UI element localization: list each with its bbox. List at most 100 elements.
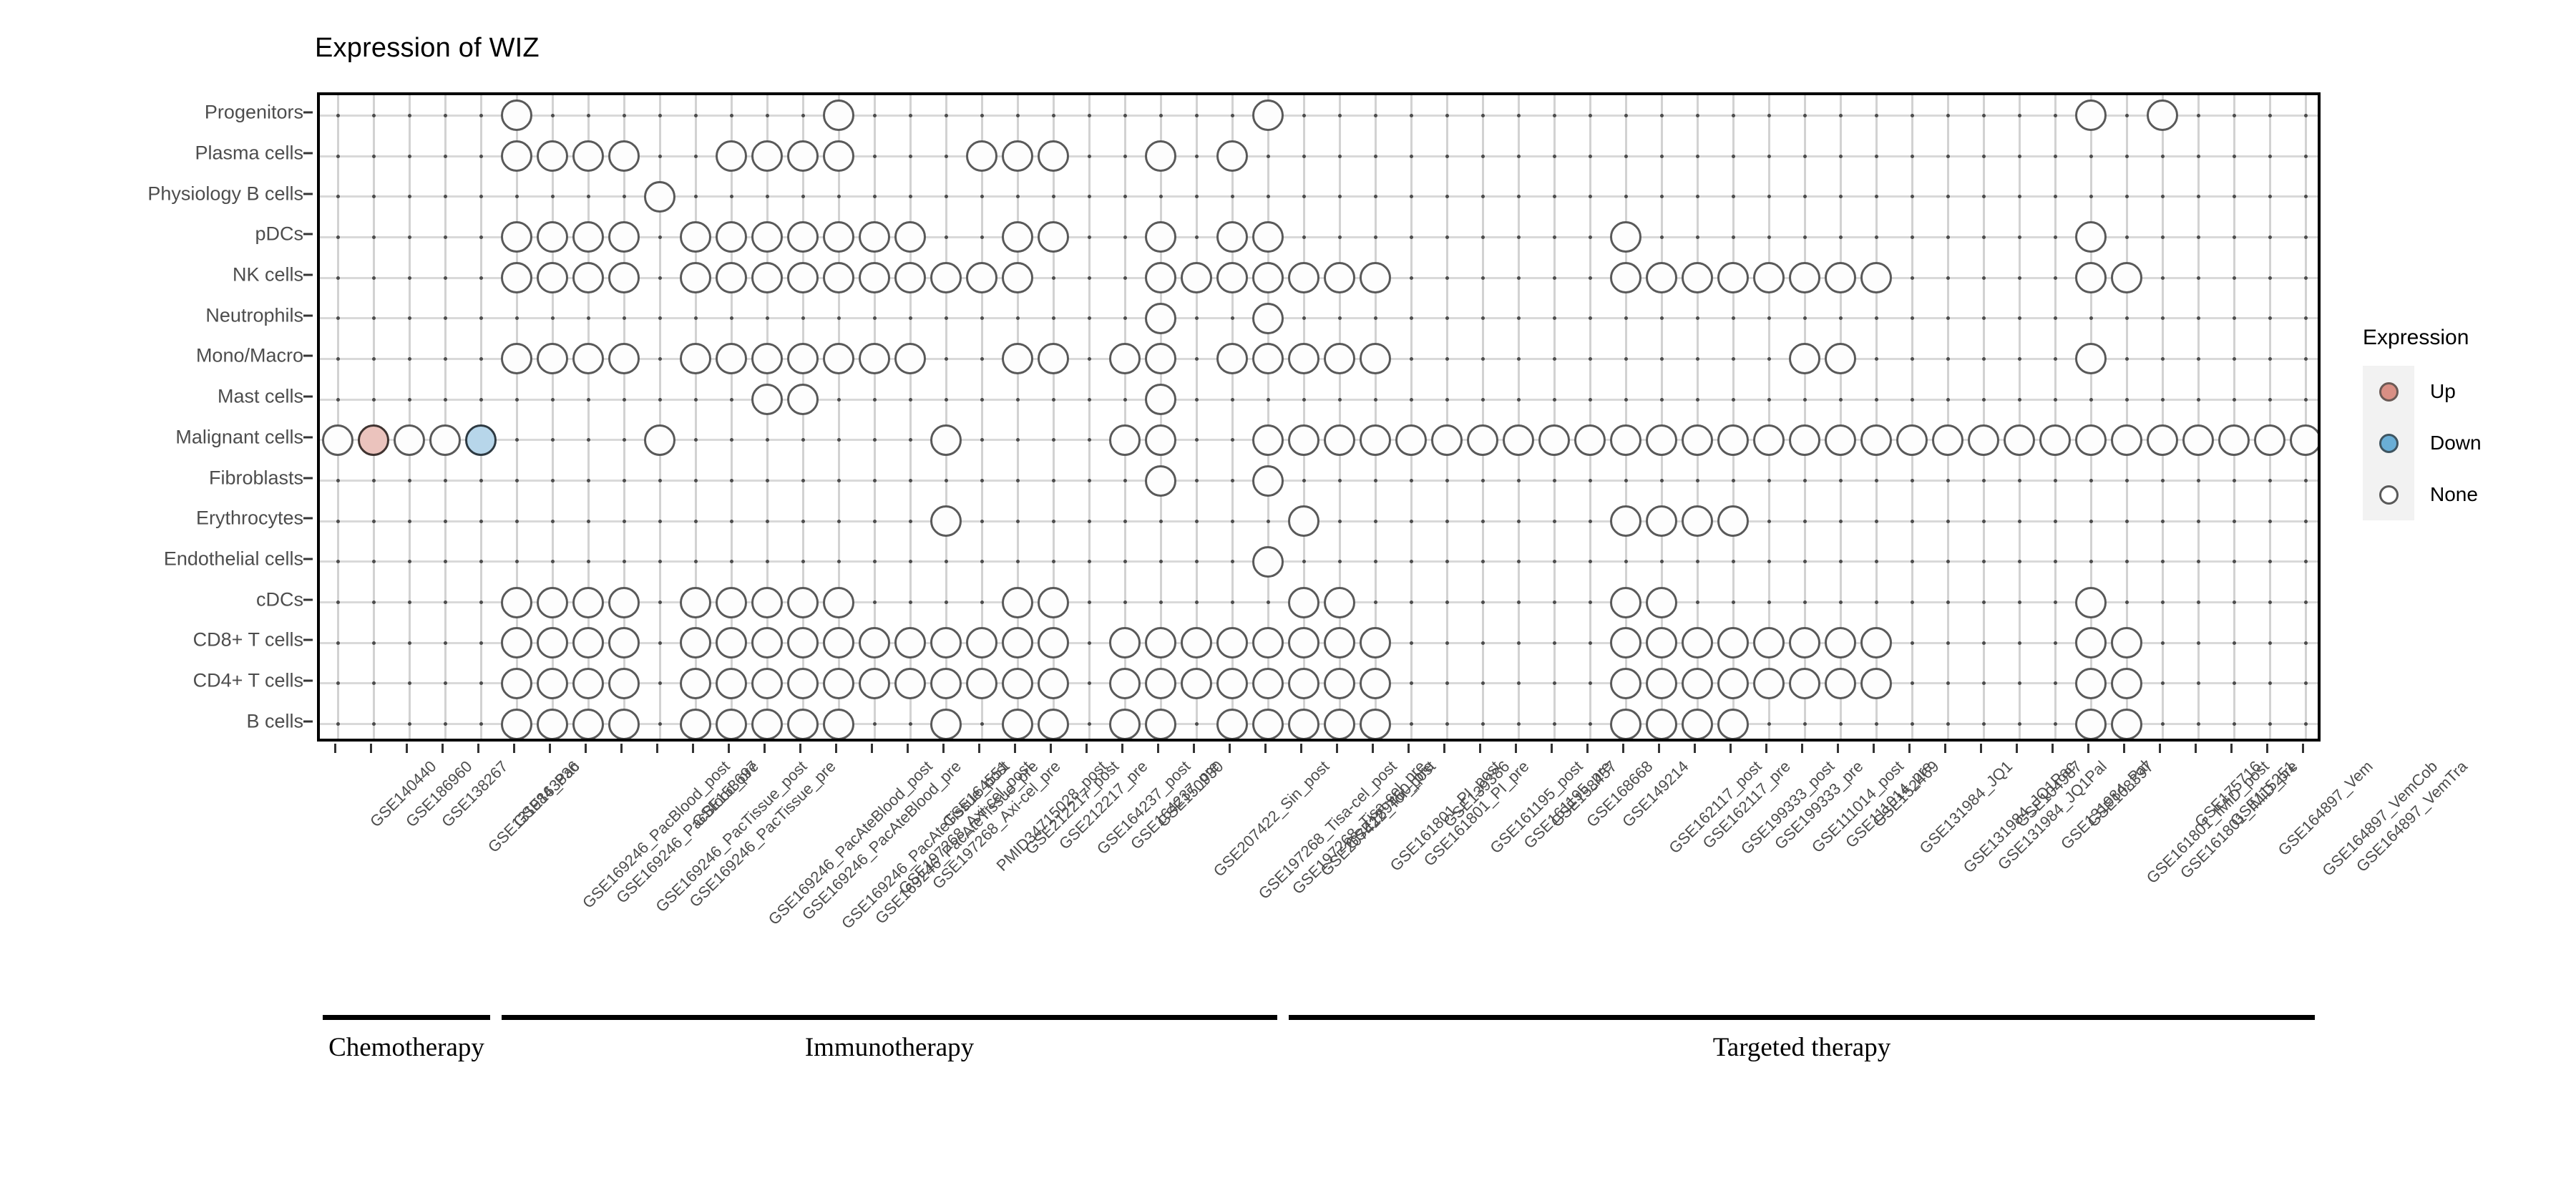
- expression-dot[interactable]: [1324, 262, 1355, 294]
- expression-dot[interactable]: [1646, 262, 1677, 294]
- expression-dot[interactable]: [1324, 424, 1355, 456]
- expression-dot[interactable]: [1038, 343, 1069, 375]
- expression-dot[interactable]: [429, 424, 461, 456]
- expression-dot[interactable]: [1002, 140, 1033, 172]
- expression-dot[interactable]: [608, 221, 640, 253]
- expression-dot[interactable]: [572, 586, 604, 618]
- expression-dot[interactable]: [859, 343, 890, 375]
- expression-dot[interactable]: [1145, 384, 1176, 416]
- expression-dot[interactable]: [751, 708, 783, 739]
- expression-dot[interactable]: [716, 586, 747, 618]
- expression-dot[interactable]: [1038, 221, 1069, 253]
- expression-dot[interactable]: [1288, 262, 1319, 294]
- expression-dot[interactable]: [1753, 627, 1785, 659]
- expression-dot[interactable]: [787, 627, 819, 659]
- expression-dot[interactable]: [1181, 667, 1212, 699]
- expression-dot[interactable]: [1360, 667, 1391, 699]
- expression-dot[interactable]: [1646, 708, 1677, 739]
- expression-dot[interactable]: [1252, 424, 1284, 456]
- expression-dot[interactable]: [608, 667, 640, 699]
- expression-dot[interactable]: [930, 424, 962, 456]
- expression-dot[interactable]: [859, 627, 890, 659]
- expression-dot[interactable]: [1932, 424, 1963, 456]
- expression-dot[interactable]: [1646, 424, 1677, 456]
- expression-dot[interactable]: [1682, 424, 1713, 456]
- expression-dot[interactable]: [1753, 667, 1785, 699]
- expression-dot[interactable]: [1717, 667, 1749, 699]
- expression-dot[interactable]: [787, 667, 819, 699]
- expression-dot[interactable]: [1288, 424, 1319, 456]
- expression-dot[interactable]: [1860, 262, 1892, 294]
- expression-dot[interactable]: [1825, 424, 1856, 456]
- expression-dot[interactable]: [1038, 586, 1069, 618]
- expression-dot[interactable]: [1682, 667, 1713, 699]
- expression-dot[interactable]: [1252, 627, 1284, 659]
- expression-dot[interactable]: [1324, 343, 1355, 375]
- expression-dot[interactable]: [787, 343, 819, 375]
- expression-dot[interactable]: [1216, 708, 1248, 739]
- expression-dot[interactable]: [751, 384, 783, 416]
- legend-item[interactable]: Up: [2363, 366, 2570, 417]
- expression-dot[interactable]: [572, 343, 604, 375]
- expression-dot[interactable]: [2075, 262, 2107, 294]
- expression-dot[interactable]: [1288, 667, 1319, 699]
- expression-dot[interactable]: [465, 424, 497, 456]
- expression-dot[interactable]: [1324, 667, 1355, 699]
- expression-dot[interactable]: [966, 667, 997, 699]
- expression-dot[interactable]: [1216, 343, 1248, 375]
- expression-dot[interactable]: [823, 343, 854, 375]
- expression-dot[interactable]: [501, 343, 532, 375]
- expression-dot[interactable]: [1860, 667, 1892, 699]
- expression-dot[interactable]: [966, 627, 997, 659]
- expression-dot[interactable]: [1646, 586, 1677, 618]
- expression-dot[interactable]: [716, 262, 747, 294]
- expression-dot[interactable]: [2075, 627, 2107, 659]
- expression-dot[interactable]: [1717, 627, 1749, 659]
- expression-dot[interactable]: [572, 627, 604, 659]
- expression-dot[interactable]: [1288, 505, 1319, 538]
- expression-dot[interactable]: [1431, 424, 1463, 456]
- expression-dot[interactable]: [680, 586, 711, 618]
- expression-dot[interactable]: [1360, 262, 1391, 294]
- expression-dot[interactable]: [1252, 221, 1284, 253]
- expression-dot[interactable]: [680, 262, 711, 294]
- expression-dot[interactable]: [1717, 505, 1749, 538]
- expression-dot[interactable]: [2290, 424, 2318, 456]
- expression-dot[interactable]: [1860, 424, 1892, 456]
- expression-dot[interactable]: [716, 343, 747, 375]
- expression-dot[interactable]: [2075, 586, 2107, 618]
- expression-dot[interactable]: [930, 708, 962, 739]
- expression-dot[interactable]: [608, 627, 640, 659]
- expression-dot[interactable]: [1252, 545, 1284, 578]
- expression-dot[interactable]: [1252, 99, 1284, 132]
- expression-dot[interactable]: [751, 343, 783, 375]
- expression-dot[interactable]: [894, 262, 926, 294]
- expression-dot[interactable]: [1360, 627, 1391, 659]
- expression-dot[interactable]: [1145, 343, 1176, 375]
- expression-dot[interactable]: [1324, 586, 1355, 618]
- expression-dot[interactable]: [1395, 424, 1427, 456]
- expression-dot[interactable]: [930, 627, 962, 659]
- expression-dot[interactable]: [1825, 343, 1856, 375]
- expression-dot[interactable]: [537, 140, 568, 172]
- expression-dot[interactable]: [501, 667, 532, 699]
- expression-dot[interactable]: [322, 424, 353, 456]
- expression-dot[interactable]: [1145, 262, 1176, 294]
- expression-dot[interactable]: [572, 221, 604, 253]
- expression-dot[interactable]: [1574, 424, 1606, 456]
- expression-dot[interactable]: [1252, 302, 1284, 334]
- expression-dot[interactable]: [1252, 465, 1284, 497]
- expression-dot[interactable]: [608, 140, 640, 172]
- expression-dot[interactable]: [1538, 424, 1570, 456]
- expression-dot[interactable]: [894, 343, 926, 375]
- expression-dot[interactable]: [716, 667, 747, 699]
- expression-dot[interactable]: [537, 627, 568, 659]
- expression-dot[interactable]: [1789, 627, 1820, 659]
- expression-dot[interactable]: [1109, 667, 1141, 699]
- expression-dot[interactable]: [1646, 505, 1677, 538]
- expression-dot[interactable]: [2039, 424, 2071, 456]
- expression-dot[interactable]: [1038, 667, 1069, 699]
- expression-dot[interactable]: [1145, 465, 1176, 497]
- expression-dot[interactable]: [1682, 262, 1713, 294]
- expression-dot[interactable]: [2254, 424, 2285, 456]
